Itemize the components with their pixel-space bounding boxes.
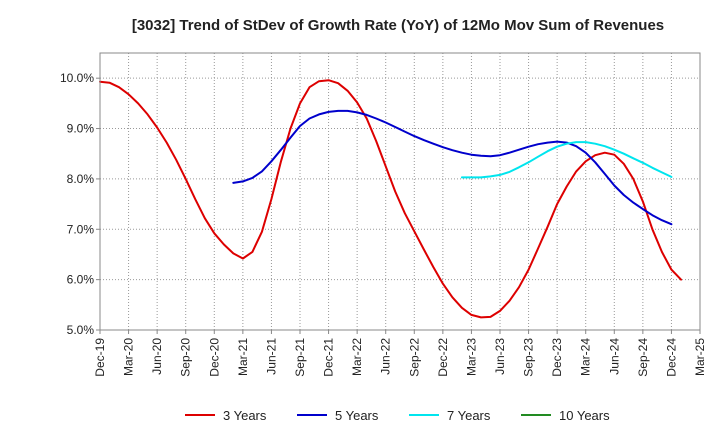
x-tick-label: Mar-24 <box>579 338 593 376</box>
x-tick-label: Dec-19 <box>93 338 107 377</box>
y-axis-ticks: 5.0% 6.0% 7.0% 8.0% 9.0% 10.0% <box>60 71 100 337</box>
x-tick-label: Mar-22 <box>350 338 364 376</box>
legend-label: 7 Years <box>447 408 491 423</box>
series-line-3-years <box>99 79 682 319</box>
grid <box>99 53 701 331</box>
x-tick-label: Sep-23 <box>522 338 536 377</box>
x-tick-label: Mar-20 <box>122 338 136 376</box>
x-tick-label: Dec-24 <box>664 338 678 377</box>
plot-frame <box>99 52 701 331</box>
x-tick-label: Sep-24 <box>636 338 650 377</box>
x-tick-label: Dec-23 <box>550 338 564 377</box>
x-tick-label: Mar-21 <box>236 338 250 376</box>
x-tick-label: Jun-24 <box>607 338 621 375</box>
series-line-7-years <box>460 141 673 179</box>
y-tick-label: 7.0% <box>67 222 95 236</box>
series-line-5-years <box>232 109 673 226</box>
legend-label: 10 Years <box>559 408 610 423</box>
x-tick-label: Sep-21 <box>293 338 307 377</box>
legend-label: 5 Years <box>335 408 379 423</box>
y-tick-label: 10.0% <box>60 71 94 85</box>
x-tick-label: Dec-21 <box>322 338 336 377</box>
y-tick-label: 6.0% <box>67 273 95 287</box>
legend-label: 3 Years <box>223 408 267 423</box>
legend: 3 Years 5 Years 7 Years 10 Years <box>185 408 610 423</box>
chart-title: [3032] Trend of StDev of Growth Rate (Yo… <box>132 17 664 34</box>
x-tick-label: Sep-22 <box>407 338 421 377</box>
x-tick-label: Jun-20 <box>150 338 164 375</box>
x-tick-label: Mar-23 <box>464 338 478 376</box>
x-tick-label: Jun-22 <box>379 338 393 375</box>
x-axis-ticks: Dec-19 Mar-20 Jun-20 Sep-20 Dec-20 Mar-21 Jun-… <box>93 330 707 377</box>
x-tick-label: Jun-21 <box>264 338 278 375</box>
y-tick-label: 5.0% <box>67 323 95 337</box>
series-lines <box>99 79 682 319</box>
y-tick-label: 9.0% <box>67 122 95 136</box>
x-tick-label: Sep-20 <box>179 338 193 377</box>
x-tick-label: Dec-22 <box>436 338 450 377</box>
x-tick-label: Dec-20 <box>207 338 221 377</box>
x-tick-label: Jun-23 <box>493 338 507 375</box>
x-tick-label: Mar-25 <box>693 338 707 376</box>
y-tick-label: 8.0% <box>67 172 95 186</box>
